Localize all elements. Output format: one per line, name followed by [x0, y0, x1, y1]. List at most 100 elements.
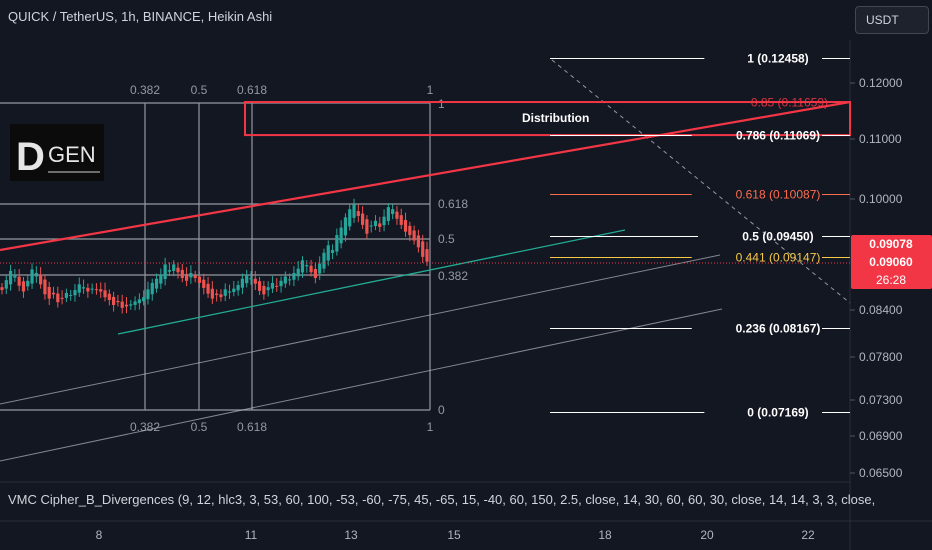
- candle-body: [266, 287, 270, 291]
- fib-box-top-label: 0.5: [191, 83, 208, 97]
- candle-body: [223, 289, 227, 296]
- candle-body: [275, 285, 279, 287]
- candle-body: [318, 263, 322, 274]
- fib-level-label: 0.5 (0.09450): [742, 230, 813, 244]
- time-axis-label: 13: [344, 528, 358, 542]
- candle-body: [26, 280, 30, 287]
- distribution-zone[interactable]: [244, 101, 851, 137]
- candle-body: [180, 269, 184, 278]
- candle-body: [412, 230, 416, 241]
- candle-body: [193, 275, 197, 278]
- fib-level-label: 0.236 (0.08167): [736, 322, 821, 336]
- candle-body: [51, 292, 56, 295]
- candle-body: [120, 301, 124, 308]
- candle-body: [189, 272, 193, 278]
- candle-body: [386, 207, 390, 221]
- fib-level-label: 0.618 (0.10087): [736, 188, 821, 202]
- candle-body: [352, 204, 356, 218]
- indicator-legend[interactable]: VMC Cipher_B_Divergences (9, 12, hlc3, 3…: [8, 492, 876, 507]
- candle-body: [322, 252, 326, 269]
- candle-body: [8, 270, 13, 285]
- fib-box-bottom-label: 0.618: [237, 420, 267, 434]
- candle-body: [292, 272, 296, 280]
- support-trendline: [117, 229, 626, 335]
- candle-body: [133, 301, 137, 305]
- resistance-trendline: [0, 100, 851, 252]
- candle-body: [215, 293, 219, 296]
- candle-body: [249, 277, 253, 280]
- price-tag-countdown: 26:28: [876, 273, 906, 287]
- candle-body: [408, 225, 412, 236]
- fib-box-bottom-label: 0.5: [191, 420, 208, 434]
- fib-box-right-label: 0.618: [438, 197, 468, 211]
- candle-body: [112, 296, 116, 306]
- candle-body: [253, 278, 257, 284]
- candle-body: [416, 235, 421, 248]
- candle-body: [146, 289, 150, 300]
- channel-line-upper: [0, 254, 721, 405]
- candle-body: [159, 274, 163, 284]
- candle-body: [335, 235, 339, 252]
- candle-body: [373, 220, 378, 227]
- candle-body: [77, 284, 81, 293]
- candle-body: [330, 250, 335, 253]
- fib-level-label: 1 (0.12458): [747, 52, 808, 66]
- candle-body: [361, 213, 365, 225]
- candle-body: [309, 265, 313, 273]
- candle-body: [73, 290, 77, 296]
- fib-level-label: 0.441 (0.09147): [736, 251, 821, 265]
- candle-body: [343, 217, 348, 236]
- candle-body: [107, 293, 111, 301]
- candle-body: [202, 279, 206, 288]
- candle-body: [137, 299, 141, 304]
- candle-body: [300, 260, 305, 273]
- price-axis-label: 0.06500: [859, 466, 903, 480]
- candle-body: [326, 245, 330, 261]
- candle-body: [90, 288, 94, 290]
- time-axis-label: 20: [700, 528, 714, 542]
- candle-body: [184, 273, 189, 281]
- symbol-title: QUICK / TetherUS, 1h, BINANCE, Heikin As…: [8, 9, 273, 24]
- candle-body: [395, 211, 399, 219]
- candle-body: [382, 216, 386, 226]
- candle-body: [369, 225, 373, 227]
- candle-body: [21, 281, 26, 292]
- fib-box-right-label: 1: [438, 97, 445, 111]
- candle-body: [176, 267, 180, 273]
- time-axis-label: 11: [245, 528, 258, 542]
- candle-body: [64, 292, 68, 298]
- channel-line-lower: [0, 308, 723, 462]
- logo-letter: D: [16, 135, 45, 179]
- price-tag-last: 0.09060: [869, 255, 913, 269]
- candle-body: [142, 297, 146, 302]
- candle-body: [124, 304, 129, 307]
- candle-body: [288, 279, 292, 281]
- fib-level-label: 0.85 (0.11659): [751, 96, 828, 110]
- candle-body: [356, 211, 360, 217]
- price-axis-label: 0.10000: [859, 192, 903, 206]
- candle-body: [296, 268, 300, 277]
- price-axis-label: 0.06900: [859, 429, 903, 443]
- candle-body: [305, 265, 309, 267]
- candle-body: [154, 278, 159, 289]
- fib-box-bottom-label: 0.382: [130, 420, 160, 434]
- fib-level-label: 0.786 (0.11069): [736, 129, 820, 143]
- currency-button[interactable]: USDT: [855, 6, 929, 34]
- candle-body: [197, 276, 202, 283]
- candle-body: [94, 289, 99, 291]
- candle-body: [206, 283, 210, 294]
- fib-box-right-label: 0.382: [438, 269, 468, 283]
- candle-body: [365, 219, 369, 234]
- price-axis-label: 0.07800: [859, 350, 903, 364]
- candle-body: [60, 297, 64, 299]
- candle-body: [43, 279, 47, 295]
- candle-body: [116, 300, 120, 303]
- fib-box-right-label: 0: [438, 403, 445, 417]
- candle-body: [210, 288, 214, 299]
- candle-body: [421, 241, 425, 257]
- time-axis-label: 18: [598, 528, 612, 542]
- fib-box-top-label: 1: [427, 83, 434, 97]
- candle-body: [219, 294, 223, 298]
- candle-body: [172, 264, 176, 271]
